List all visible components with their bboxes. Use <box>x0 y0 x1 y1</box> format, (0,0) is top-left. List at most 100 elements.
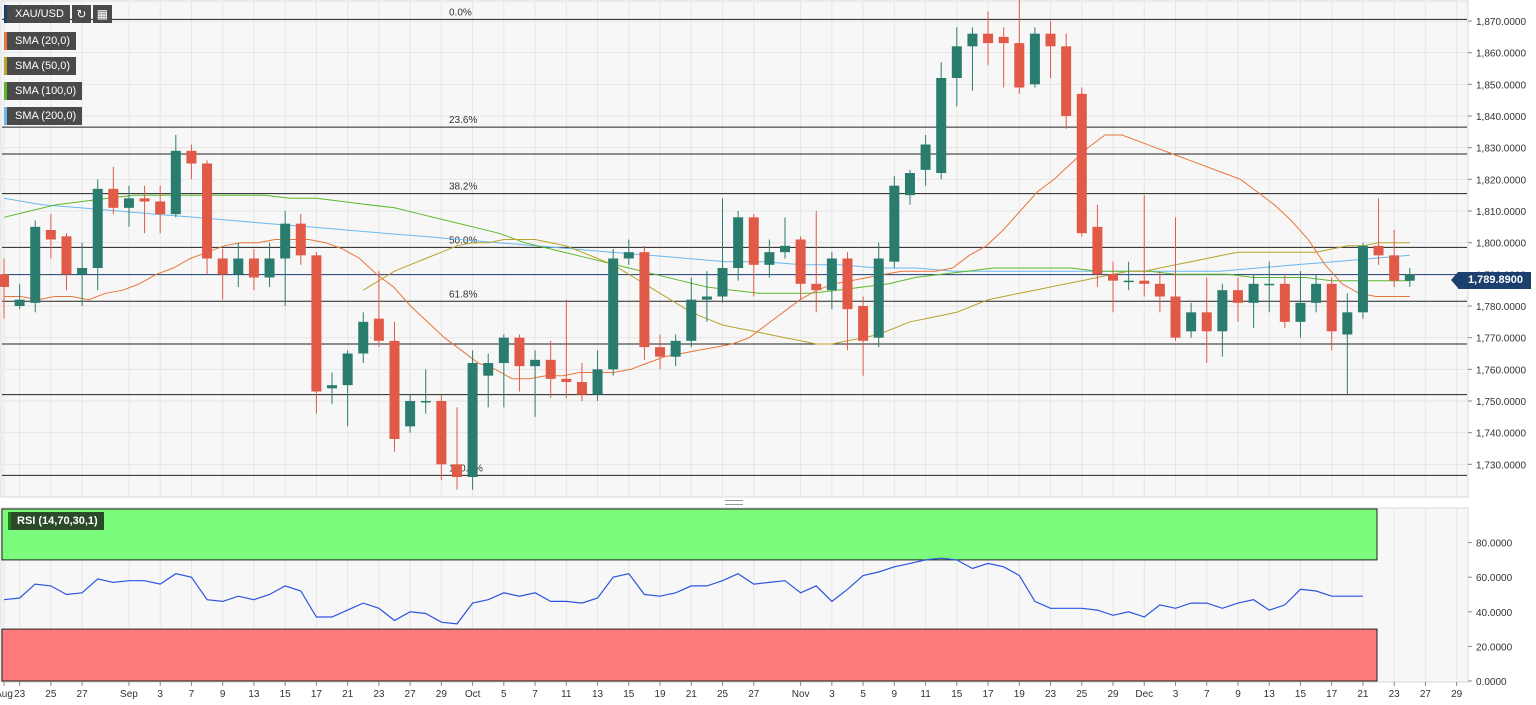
candle-body <box>14 299 25 306</box>
candle-body <box>155 201 166 215</box>
x-axis-label: 7 <box>532 689 538 700</box>
x-axis-label: 25 <box>717 689 729 700</box>
y-axis-label: 1,780.0000 <box>1476 302 1526 313</box>
candle-body <box>1123 280 1134 283</box>
candle-body <box>889 185 900 262</box>
x-axis-label: 21 <box>1357 689 1369 700</box>
x-axis-label: 15 <box>951 689 963 700</box>
x-axis-label: 23 <box>1045 689 1057 700</box>
candle-body <box>280 223 291 259</box>
x-axis-label: 29 <box>1451 689 1463 700</box>
x-axis-label: 27 <box>748 689 760 700</box>
candle-body <box>592 369 603 395</box>
candle-body <box>1139 280 1150 284</box>
candle-body <box>327 385 338 389</box>
rsi-legend[interactable]: RSI (14,70,30,1) <box>8 512 104 530</box>
x-axis-label: Sep <box>120 689 138 700</box>
candle-body <box>951 46 962 78</box>
candle-body <box>764 252 775 265</box>
candle-body <box>1092 226 1103 275</box>
candle-body <box>1154 283 1165 297</box>
last-price-tag: 1,789.8900 <box>1450 272 1531 289</box>
rsi-y-axis-label: 60.0000 <box>1476 573 1513 584</box>
candle-body <box>1232 290 1243 303</box>
legend-sma-100[interactable]: SMA (100,0) <box>4 82 83 100</box>
candle-body <box>467 363 478 477</box>
x-axis-label: Oct <box>465 689 481 700</box>
candle-body <box>233 258 244 275</box>
rsi-oversold-zone <box>1 628 1378 682</box>
fib-level-label: 50.0% <box>449 235 477 246</box>
candle-body <box>1248 283 1259 303</box>
x-axis-label: 9 <box>220 689 226 700</box>
x-axis-label: 29 <box>436 689 448 700</box>
x-axis-label: 21 <box>686 689 698 700</box>
calendar-icon[interactable]: ▦ <box>92 5 112 23</box>
candle-body <box>389 340 400 439</box>
y-axis-label: 1,840.0000 <box>1476 112 1526 123</box>
candle-body <box>1045 33 1056 47</box>
candle-body <box>608 258 619 370</box>
rsi-y-axis-label: 80.0000 <box>1476 539 1513 550</box>
fib-level-label: 61.8% <box>449 289 477 300</box>
candle-body <box>780 245 790 253</box>
candle-body <box>483 363 494 376</box>
x-axis-label: 3 <box>157 689 163 700</box>
candle-body <box>0 274 9 287</box>
candle-body <box>514 337 525 367</box>
rsi-overbought-zone <box>1 508 1378 561</box>
x-axis-label: Aug <box>0 689 13 700</box>
legend-sma-200[interactable]: SMA (200,0) <box>4 107 83 125</box>
candle-body <box>1170 296 1181 338</box>
candle-body <box>623 252 634 259</box>
y-axis-label: 1,740.0000 <box>1476 429 1526 440</box>
candle-body <box>748 217 759 265</box>
candle-body <box>733 217 744 268</box>
candle-body <box>45 230 56 240</box>
y-axis-label: 1,830.0000 <box>1476 144 1526 155</box>
candle-body <box>77 268 88 275</box>
x-axis-label: 23 <box>373 689 385 700</box>
candle-body <box>170 150 181 215</box>
candle-body <box>420 401 431 403</box>
candle-body <box>967 33 978 47</box>
candle-body <box>264 258 275 278</box>
candle-body <box>1029 33 1040 85</box>
legend-sma-50[interactable]: SMA (50,0) <box>4 57 77 75</box>
candle-body <box>920 144 931 170</box>
refresh-icon[interactable]: ↻ <box>71 5 91 23</box>
candle-body <box>936 78 947 173</box>
x-axis-label: 5 <box>501 689 507 700</box>
candle-body <box>1311 283 1322 303</box>
legend-sma-20[interactable]: SMA (20,0) <box>4 32 77 50</box>
candle-body <box>983 33 994 44</box>
fib-level-label: 0.0% <box>449 7 472 18</box>
candle-body <box>311 255 322 392</box>
x-axis-label: 25 <box>1076 689 1088 700</box>
candle-body <box>217 258 228 275</box>
candle-body <box>576 382 587 395</box>
candle-body <box>30 226 41 303</box>
candle-body <box>1014 43 1025 88</box>
rsi-line <box>3 557 1363 625</box>
candle-body <box>873 258 884 338</box>
candle-body <box>717 268 728 297</box>
pane-resize-handle[interactable] <box>725 500 743 505</box>
candle-body <box>1076 93 1087 234</box>
candle-body <box>1279 283 1290 322</box>
candle-body <box>373 318 384 341</box>
candle-body <box>248 258 259 278</box>
x-axis-label: 21 <box>342 689 354 700</box>
candle-body <box>530 359 541 367</box>
candle-body <box>811 283 822 291</box>
x-axis-label: 17 <box>311 689 323 700</box>
candle-body <box>342 353 353 386</box>
x-axis-label: 15 <box>623 689 635 700</box>
symbol-label[interactable]: XAU/USD <box>4 5 70 23</box>
y-axis-label: 1,860.0000 <box>1476 49 1526 60</box>
x-axis-label: 7 <box>1204 689 1210 700</box>
x-axis-label: 15 <box>280 689 292 700</box>
candle-body <box>795 239 806 284</box>
candle-body <box>498 337 509 363</box>
